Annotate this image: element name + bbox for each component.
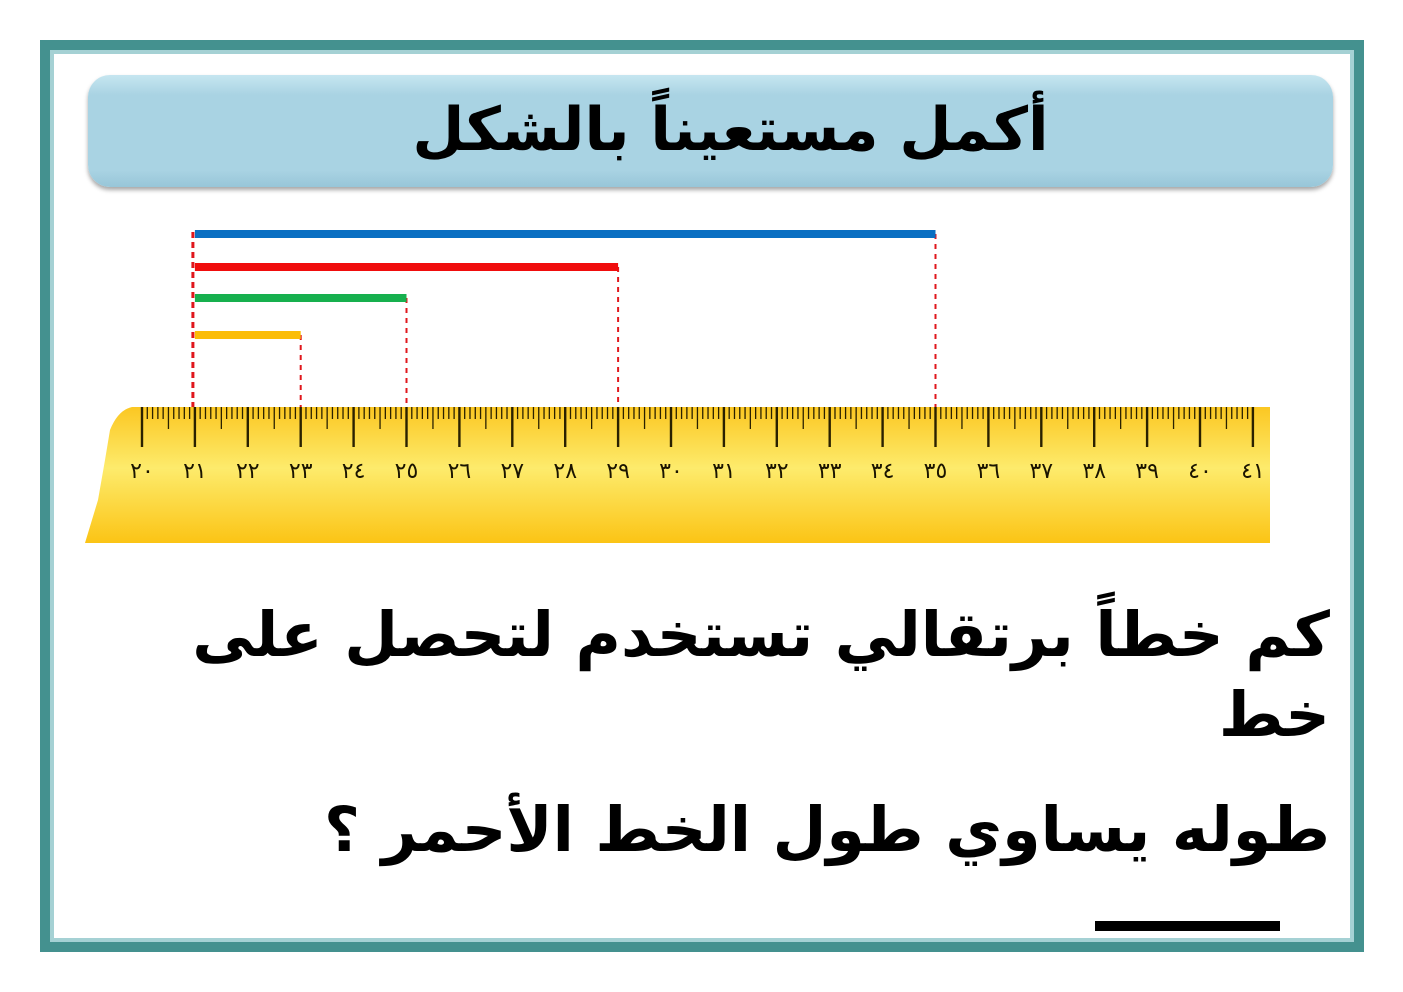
- ruler-label: ٢٧: [500, 459, 524, 484]
- ruler-label: ٢٥: [395, 459, 419, 484]
- ruler-label: ٣٠: [659, 459, 683, 484]
- ruler-label: ٢٦: [448, 459, 472, 484]
- ruler-label: ٣٢: [765, 459, 789, 484]
- ruler-ticks: [140, 407, 1255, 447]
- segments: [194, 230, 936, 339]
- question-line-2: طوله يساوي طول الخط الأحمر ؟: [90, 790, 1330, 950]
- ruler-label: ٣١: [712, 459, 736, 484]
- ruler-label: ٣٩: [1135, 459, 1159, 484]
- ruler-label: ٣٣: [818, 459, 842, 484]
- question-line-2-text: طوله يساوي طول الخط الأحمر ؟: [324, 793, 1330, 866]
- ruler-label: ٣٤: [871, 459, 895, 484]
- ruler-label: ٣٧: [1029, 459, 1053, 484]
- ruler-label: ٢٣: [289, 459, 313, 484]
- ruler-label: ٤٠: [1188, 459, 1212, 484]
- ruler-label: ٢٨: [553, 459, 577, 484]
- guide-lines: [191, 232, 937, 407]
- ruler-labels: ٢٠ ٢١ ٢٢ ٢٣ ٢٤ ٢٥ ٢٦ ٢٧ ٢٨ ٢٩ ٣٠ ٣١ ٣٢ ٣٣ ٣٤ ٣٥ ٣٦ ٣٧ ٣٨ ٣٩…: [130, 459, 1265, 484]
- ruler-label: ٢٠: [130, 459, 154, 484]
- question-line-1: كم خطاً برتقالي تستخدم لتحصل على خط: [192, 598, 1330, 751]
- title-banner: [88, 75, 1333, 187]
- ruler-label: ٢٢: [236, 459, 260, 484]
- ruler-label: ٣٦: [977, 459, 1001, 484]
- ruler-label: ٤١: [1241, 459, 1265, 484]
- ruler-label: ٣٥: [924, 459, 948, 484]
- page-title: أكمل مستعيناً بالشكل: [412, 95, 1049, 165]
- ruler-label: ٢٤: [342, 459, 366, 484]
- ruler-body: [85, 407, 1270, 543]
- answer-blank[interactable]: [1095, 921, 1280, 931]
- ruler-label: ٢١: [183, 459, 207, 484]
- ruler-label: ٢٩: [606, 459, 630, 484]
- ruler-label: ٣٨: [1082, 459, 1106, 484]
